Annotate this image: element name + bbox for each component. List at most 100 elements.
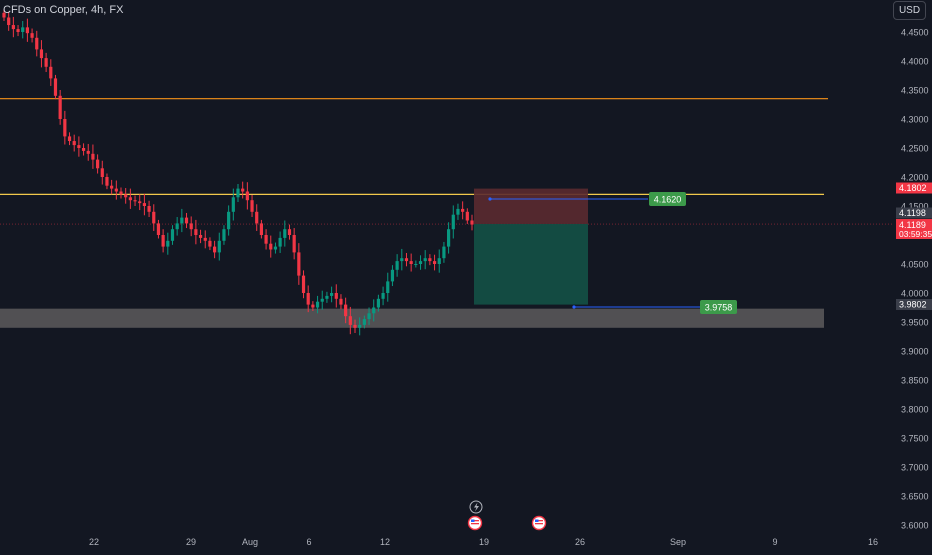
candle-body[interactable] (189, 223, 193, 230)
candle-body[interactable] (306, 293, 310, 305)
candle-body[interactable] (301, 275, 306, 293)
candle-body[interactable] (330, 293, 334, 296)
currency-button[interactable]: USD (893, 1, 926, 20)
candle-body[interactable] (110, 185, 114, 189)
candle-body[interactable] (222, 229, 226, 241)
candle-body[interactable] (67, 136, 72, 142)
candle-body[interactable] (128, 197, 132, 201)
candle-body[interactable] (428, 258, 432, 262)
candle-body[interactable] (231, 197, 235, 212)
lower-callout-box[interactable] (700, 300, 737, 314)
candle-body[interactable] (25, 27, 29, 34)
candle-body[interactable] (451, 214, 455, 230)
candle-body[interactable] (105, 177, 109, 186)
candle-body[interactable] (49, 66, 53, 79)
candle-body[interactable] (21, 27, 25, 32)
candle-body[interactable] (297, 252, 301, 276)
candle-body[interactable] (381, 293, 385, 299)
candle-body[interactable] (461, 208, 465, 212)
candle-body[interactable] (409, 261, 413, 264)
candle-body[interactable] (423, 258, 427, 262)
candle-body[interactable] (63, 119, 67, 137)
candle-body[interactable] (96, 159, 100, 169)
candle-body[interactable] (175, 223, 179, 230)
candle-body[interactable] (432, 261, 437, 264)
candle-body[interactable] (2, 12, 6, 18)
candle-body[interactable] (81, 148, 86, 151)
stop-loss-zone[interactable] (474, 188, 588, 224)
candle-body[interactable] (395, 261, 399, 270)
candle-body[interactable] (194, 229, 198, 235)
candle-body[interactable] (339, 298, 343, 305)
candle-body[interactable] (353, 324, 357, 328)
candle-body[interactable] (184, 217, 189, 224)
candle-body[interactable] (35, 37, 39, 50)
candle-body[interactable] (241, 188, 245, 192)
candle-body[interactable] (58, 95, 62, 119)
candle-body[interactable] (437, 258, 441, 264)
candle-body[interactable] (138, 201, 142, 204)
candle-body[interactable] (11, 25, 15, 30)
candle-body[interactable] (315, 301, 320, 308)
candle-body[interactable] (344, 304, 348, 317)
candle-body[interactable] (414, 264, 418, 265)
candle-body[interactable] (161, 235, 165, 247)
candle-body[interactable] (376, 298, 380, 308)
candle-body[interactable] (72, 141, 76, 146)
support-zone[interactable] (0, 308, 824, 328)
candle-body[interactable] (166, 240, 170, 247)
candle-body[interactable] (147, 206, 151, 212)
candle-body[interactable] (334, 293, 338, 299)
candle-body[interactable] (278, 237, 282, 247)
candle-body[interactable] (325, 295, 329, 299)
plot-area[interactable] (0, 0, 893, 550)
candle-body[interactable] (447, 229, 451, 247)
candle-body[interactable] (119, 191, 123, 195)
candle-body[interactable] (250, 200, 254, 212)
candle-body[interactable] (180, 217, 184, 224)
candle-body[interactable] (30, 33, 34, 38)
candle-body[interactable] (39, 49, 44, 59)
candle-body[interactable] (255, 211, 259, 224)
candle-body[interactable] (91, 153, 95, 160)
candle-body[interactable] (292, 235, 296, 253)
candle-body[interactable] (372, 307, 376, 314)
candle-body[interactable] (456, 208, 460, 215)
candle-body[interactable] (400, 258, 404, 262)
candle-body[interactable] (114, 188, 118, 192)
candle-body[interactable] (320, 298, 324, 302)
candle-body[interactable] (133, 200, 137, 202)
take-profit-zone[interactable] (474, 223, 588, 305)
candle-body[interactable] (44, 58, 48, 67)
candle-body[interactable] (386, 281, 390, 293)
candle-body[interactable] (213, 246, 217, 253)
upper-callout-box[interactable] (649, 192, 686, 206)
candle-body[interactable] (367, 313, 371, 320)
candle-body[interactable] (124, 194, 128, 198)
candle-body[interactable] (208, 240, 212, 247)
candle-body[interactable] (311, 304, 315, 308)
candle-body[interactable] (236, 188, 240, 198)
candle-body[interactable] (418, 261, 423, 264)
candle-body[interactable] (142, 203, 146, 206)
candle-body[interactable] (259, 223, 263, 235)
candle-body[interactable] (7, 17, 11, 26)
candle-body[interactable] (348, 316, 352, 325)
candle-body[interactable] (283, 229, 287, 238)
candle-body[interactable] (269, 243, 273, 250)
candle-body[interactable] (442, 246, 446, 259)
candle-body[interactable] (362, 319, 366, 325)
candle-body[interactable] (264, 235, 268, 244)
candle-body[interactable] (16, 29, 20, 32)
candle-body[interactable] (152, 211, 156, 224)
candle-body[interactable] (227, 211, 231, 230)
candle-body[interactable] (287, 229, 292, 235)
candle-body[interactable] (273, 246, 278, 250)
candle-body[interactable] (203, 237, 207, 241)
candle-body[interactable] (86, 150, 90, 154)
candle-body[interactable] (198, 235, 203, 238)
candle-body[interactable] (170, 229, 175, 241)
candle-body[interactable] (100, 168, 104, 177)
